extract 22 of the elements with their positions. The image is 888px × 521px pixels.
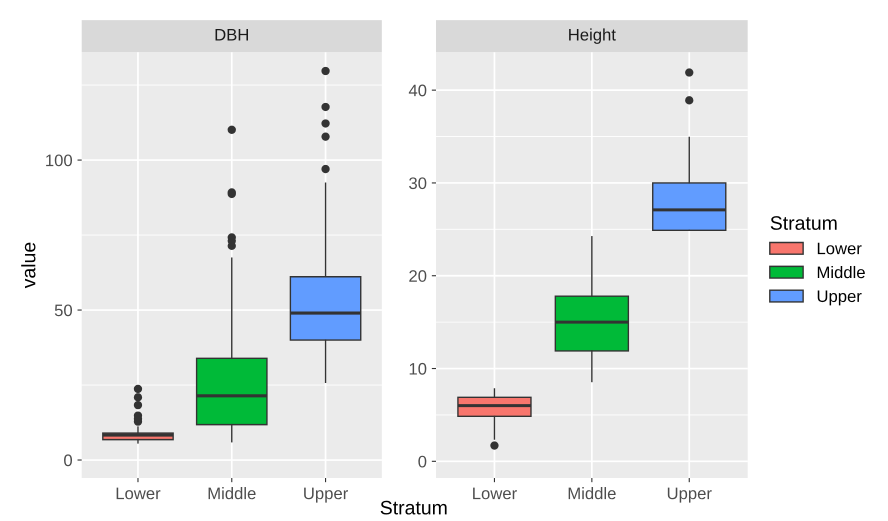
- chart-title: DBH: [216, 28, 248, 40]
- x-tick-label: Lower: [116, 488, 160, 500]
- y-tick-label: 50: [54, 304, 72, 316]
- x-tick-label: Middle: [568, 487, 616, 500]
- x-tick-label: Middle: [208, 487, 256, 500]
- x-tick-label: Lower: [473, 488, 517, 500]
- x-axis-title: Stratum: [380, 500, 447, 515]
- y-tick-label: 0: [418, 456, 426, 468]
- y-tick-label: 100: [46, 154, 72, 166]
- y-tick-label: 40: [408, 84, 426, 96]
- legend-label: Upper: [818, 290, 862, 306]
- legend-label: Middle: [818, 266, 865, 278]
- legend-title: Stratum: [770, 216, 837, 230]
- y-axis-title: value: [21, 242, 36, 288]
- y-tick-label: 10: [410, 362, 426, 375]
- y-tick-label: 30: [409, 177, 426, 190]
- legend-label: Lower: [818, 242, 862, 254]
- x-tick-label: Upper: [304, 488, 348, 503]
- chart-title: Height: [569, 28, 616, 44]
- x-tick-label: Upper: [668, 488, 712, 503]
- y-tick-label: 0: [64, 454, 72, 466]
- y-tick-label: 20: [409, 270, 426, 282]
